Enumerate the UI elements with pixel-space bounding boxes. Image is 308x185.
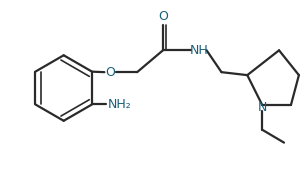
Text: NH₂: NH₂	[108, 98, 132, 111]
Text: O: O	[105, 66, 115, 79]
Text: N: N	[257, 101, 267, 114]
Text: NH: NH	[189, 44, 208, 57]
Text: O: O	[158, 10, 168, 23]
